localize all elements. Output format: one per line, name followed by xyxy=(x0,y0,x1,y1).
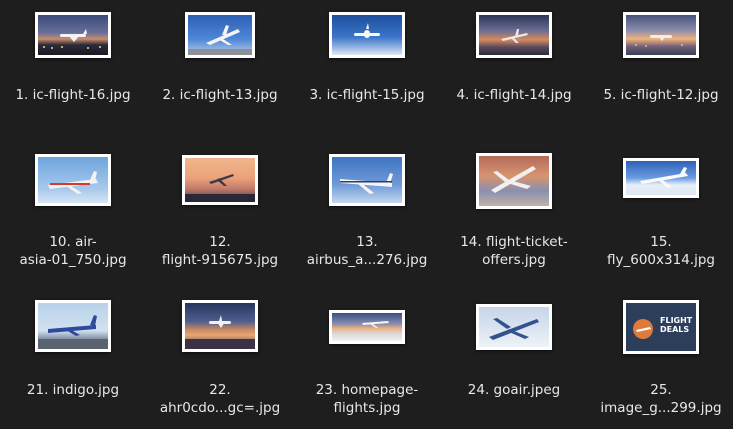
file-name-label: 2. ic-flight-13.jpg xyxy=(162,87,278,103)
image-thumbnail-icon[interactable] xyxy=(329,12,405,58)
image-thumbnail-icon[interactable] xyxy=(476,153,552,209)
file-name-label: 1. ic-flight-16.jpg xyxy=(15,87,131,103)
image-thumbnail-icon[interactable]: FLIGHT DEALS xyxy=(623,300,699,354)
file-item[interactable]: 3. ic-flight-15.jpg xyxy=(294,0,440,140)
file-name-label: 3. ic-flight-15.jpg xyxy=(309,87,425,103)
file-item[interactable]: 14. flight-ticket-offers.jpg xyxy=(441,140,587,285)
file-item[interactable]: 24. goair.jpeg xyxy=(441,290,587,429)
image-thumbnail-icon[interactable] xyxy=(329,154,405,206)
image-thumbnail-icon[interactable] xyxy=(182,300,258,352)
image-thumbnail-icon[interactable] xyxy=(35,300,111,352)
file-name-label: 24. goair.jpeg xyxy=(467,382,561,398)
image-thumbnail-icon[interactable] xyxy=(623,158,699,198)
image-thumbnail-icon[interactable] xyxy=(35,154,111,206)
file-name-label: 4. ic-flight-14.jpg xyxy=(456,87,572,103)
file-name-label: 5. ic-flight-12.jpg xyxy=(603,87,719,103)
file-item[interactable]: 5. ic-flight-12.jpg xyxy=(588,0,733,140)
file-item[interactable]: FLIGHT DEALS 25. image_g...299.jpg xyxy=(588,290,733,429)
file-name-label: 22. ahr0cdo...gc=.jpg xyxy=(159,382,281,416)
flight-deals-text: FLIGHT DEALS xyxy=(660,316,693,334)
file-name-label: 15. fly_600x314.jpg xyxy=(607,234,715,268)
image-thumbnail-icon[interactable] xyxy=(476,12,552,58)
file-item[interactable]: 12. flight-915675.jpg xyxy=(147,140,293,285)
file-item[interactable]: 22. ahr0cdo...gc=.jpg xyxy=(147,290,293,429)
file-item[interactable]: 2. ic-flight-13.jpg xyxy=(147,0,293,140)
file-item[interactable]: 1. ic-flight-16.jpg xyxy=(0,0,146,140)
file-name-label: 12. flight-915675.jpg xyxy=(161,234,279,268)
file-name-label: 25. image_g...299.jpg xyxy=(600,382,722,416)
file-item[interactable]: 10. air-asia-01_750.jpg xyxy=(0,140,146,285)
image-thumbnail-icon[interactable] xyxy=(182,155,258,205)
image-thumbnail-icon[interactable] xyxy=(185,12,255,58)
file-item[interactable]: 15. fly_600x314.jpg xyxy=(588,140,733,285)
file-name-label: 10. air-asia-01_750.jpg xyxy=(19,234,127,268)
file-item[interactable]: 4. ic-flight-14.jpg xyxy=(441,0,587,140)
image-thumbnail-icon[interactable] xyxy=(623,12,699,58)
image-thumbnail-icon[interactable] xyxy=(476,304,552,350)
file-item[interactable]: 13. airbus_a...276.jpg xyxy=(294,140,440,285)
file-name-label: 13. airbus_a...276.jpg xyxy=(306,234,428,268)
file-item[interactable]: 21. indigo.jpg xyxy=(0,290,146,429)
image-thumbnail-icon[interactable] xyxy=(329,310,405,344)
image-thumbnail-icon[interactable] xyxy=(35,12,111,58)
file-item[interactable]: 23. homepage-flights.jpg xyxy=(294,290,440,429)
file-name-label: 14. flight-ticket-offers.jpg xyxy=(460,234,568,268)
file-name-label: 23. homepage-flights.jpg xyxy=(315,382,419,416)
file-name-label: 21. indigo.jpg xyxy=(26,382,120,398)
